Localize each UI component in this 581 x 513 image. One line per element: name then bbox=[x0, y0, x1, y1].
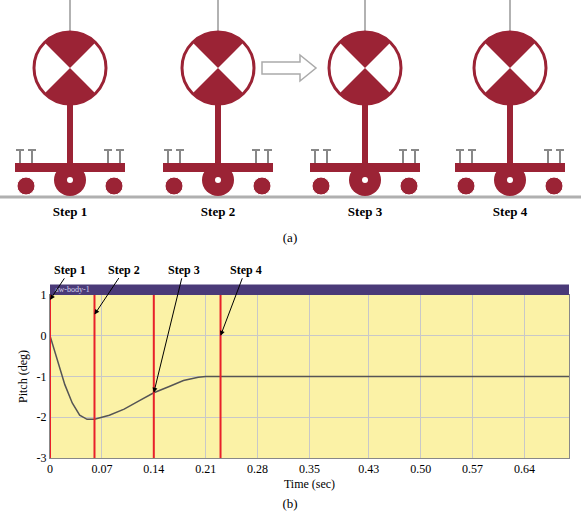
svg-text:-1: -1 bbox=[37, 370, 47, 384]
svg-text:Step 2: Step 2 bbox=[201, 204, 235, 219]
svg-text:0.35: 0.35 bbox=[299, 462, 320, 476]
svg-text:0: 0 bbox=[41, 329, 47, 343]
svg-text:0.07: 0.07 bbox=[91, 462, 112, 476]
svg-text:0: 0 bbox=[47, 462, 53, 476]
svg-text:Step 1: Step 1 bbox=[54, 263, 86, 277]
svg-text:0.64: 0.64 bbox=[514, 462, 535, 476]
svg-text:(a): (a) bbox=[283, 230, 297, 245]
svg-text:-3: -3 bbox=[37, 451, 47, 465]
svg-text:Step 4: Step 4 bbox=[493, 204, 528, 219]
svg-text:Step 3: Step 3 bbox=[168, 263, 200, 277]
svg-text:(b): (b) bbox=[282, 496, 297, 511]
svg-text:Step 2: Step 2 bbox=[108, 263, 140, 277]
svg-text:0.14: 0.14 bbox=[143, 462, 164, 476]
svg-text:Pitch (deg): Pitch (deg) bbox=[16, 350, 30, 403]
svg-text:-2: -2 bbox=[37, 410, 47, 424]
svg-text:Step 3: Step 3 bbox=[348, 204, 383, 219]
svg-text:0.50: 0.50 bbox=[410, 462, 431, 476]
svg-text:1: 1 bbox=[41, 288, 47, 302]
svg-text:0.21: 0.21 bbox=[195, 462, 216, 476]
svg-text:0.57: 0.57 bbox=[462, 462, 483, 476]
svg-text:aw-body-1: aw-body-1 bbox=[55, 285, 90, 294]
svg-text:0.43: 0.43 bbox=[358, 462, 379, 476]
svg-text:0.28: 0.28 bbox=[247, 462, 268, 476]
svg-text:Time (sec): Time (sec) bbox=[284, 477, 335, 491]
svg-text:Step 4: Step 4 bbox=[230, 263, 262, 277]
svg-text:Step 1: Step 1 bbox=[53, 204, 87, 219]
